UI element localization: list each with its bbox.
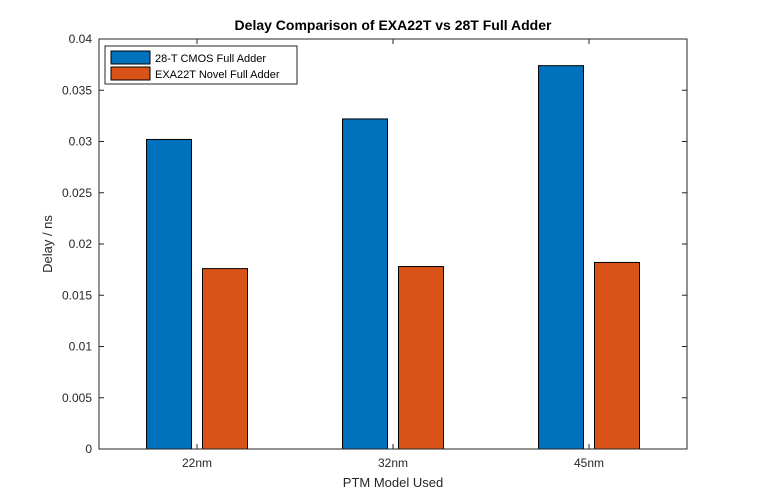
legend: 28-T CMOS Full Adder EXA22T Novel Full A… [104,45,298,85]
bar-32nm-series-1 [342,118,388,450]
y-tick-label: 0.03 [69,135,93,149]
plot-area [99,39,687,449]
y-axis-label: Delay / ns [40,215,55,273]
bar-32nm-series-2 [398,266,444,450]
ticks-group: 22nm 32nm 45nm 0 0.005 0.01 0.015 0.02 0.025 0.03… [62,32,687,470]
x-tick-label: 22nm [182,456,212,470]
bars-group [146,65,640,450]
plot-frame [98,38,688,450]
y-tick-label: 0.02 [69,237,93,251]
bar-45nm-series-2 [594,261,640,450]
y-tick-label: 0.04 [69,32,93,46]
y-tick-label: 0 [85,442,92,456]
bar-22nm-series-1 [146,138,192,450]
chart-title: Delay Comparison of EXA22T vs 28T Full A… [235,17,552,33]
legend-swatch-exa22t [110,66,151,81]
y-tick-label: 0.005 [62,391,92,405]
bar-22nm-series-2 [202,268,248,450]
y-tick-label: 0.025 [62,186,92,200]
bar-45nm-series-1 [538,65,584,450]
legend-label-exa22t: EXA22T Novel Full Adder [155,69,280,81]
y-tick-label: 0.035 [62,83,92,97]
y-tick-label: 0.01 [69,340,93,354]
x-tick-label: 32nm [378,456,408,470]
x-axis-label: PTM Model Used [343,475,443,490]
y-tick-label: 0.015 [62,288,92,302]
x-tick-label: 45nm [574,456,604,470]
legend-label-28t: 28-T CMOS Full Adder [155,53,266,65]
legend-swatch-28t [110,50,151,65]
